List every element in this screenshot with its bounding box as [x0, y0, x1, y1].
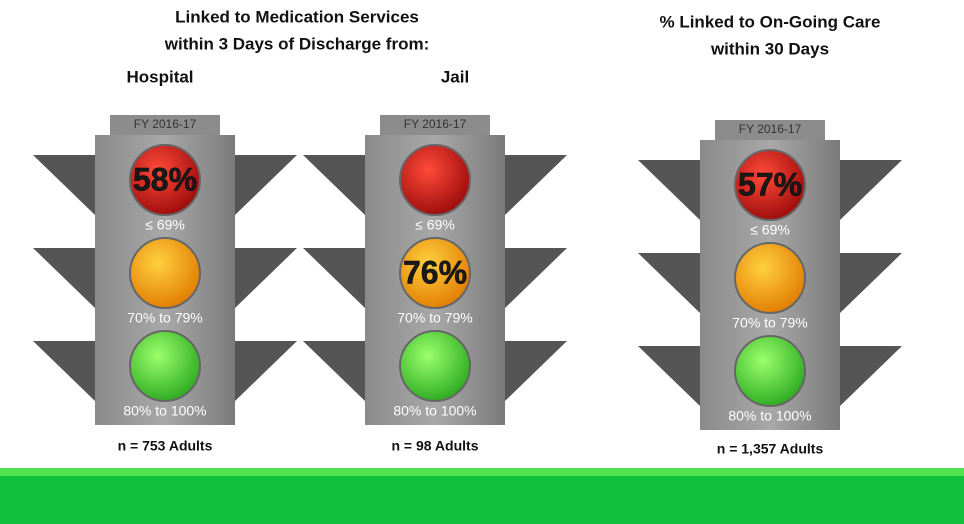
lamp-amber: [734, 242, 806, 314]
n-label: n = 98 Adults: [391, 438, 478, 454]
heading: within 30 Days: [710, 39, 829, 58]
fy-label: FY 2016-17: [134, 117, 197, 131]
lamp-red: [399, 144, 471, 216]
level-label: ≤ 69%: [750, 222, 790, 238]
level-label: 70% to 79%: [397, 310, 473, 326]
level-label: 80% to 100%: [123, 403, 206, 419]
wing: [840, 160, 902, 220]
lamp-green: [734, 335, 806, 407]
wing: [303, 155, 365, 215]
heading: Linked to Medication Services: [175, 7, 419, 26]
wing: [840, 346, 902, 406]
level-label: ≤ 69%: [145, 217, 185, 233]
lamp-red: [734, 149, 806, 221]
wing: [638, 253, 700, 313]
wing: [638, 346, 700, 406]
level-label: 80% to 100%: [728, 408, 811, 424]
wing: [303, 341, 365, 401]
wing: [235, 248, 297, 308]
heading: % Linked to On-Going Care: [659, 12, 880, 31]
fy-label: FY 2016-17: [404, 117, 467, 131]
wing: [505, 155, 567, 215]
wing: [235, 155, 297, 215]
value-label: 76%: [403, 254, 467, 290]
wing: [840, 253, 902, 313]
footer-stripe: [0, 468, 964, 478]
footer-bar: [0, 476, 964, 524]
heading: within 3 Days of Discharge from:: [164, 34, 430, 53]
wing: [33, 248, 95, 308]
lamp-amber: [129, 237, 201, 309]
wing: [505, 341, 567, 401]
wing: [303, 248, 365, 308]
level-label: 70% to 79%: [732, 315, 808, 331]
n-label: n = 753 Adults: [118, 438, 213, 454]
level-label: 80% to 100%: [393, 403, 476, 419]
n-label: n = 1,357 Adults: [717, 441, 824, 457]
wing: [33, 155, 95, 215]
wing: [638, 160, 700, 220]
fy-label: FY 2016-17: [739, 122, 802, 136]
value-label: 57%: [738, 166, 802, 202]
lamp-green: [129, 330, 201, 402]
light-label: Jail: [441, 67, 469, 86]
level-label: ≤ 69%: [415, 217, 455, 233]
lamp-green: [399, 330, 471, 402]
wing: [33, 341, 95, 401]
wing: [235, 341, 297, 401]
level-label: 70% to 79%: [127, 310, 203, 326]
light-label: Hospital: [126, 67, 193, 86]
wing: [505, 248, 567, 308]
value-label: 58%: [133, 161, 197, 197]
lamp-amber: [399, 237, 471, 309]
lamp-red: [129, 144, 201, 216]
